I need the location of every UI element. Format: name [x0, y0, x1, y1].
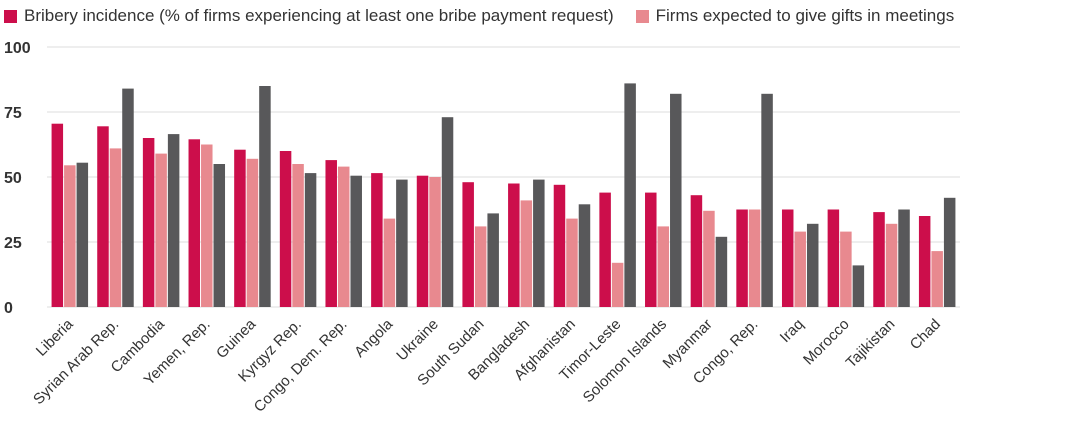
y-tick-label: 50: [4, 170, 22, 187]
bar-bribery: [645, 192, 657, 307]
bar-bribery: [508, 183, 520, 307]
bar-third: [806, 223, 819, 307]
y-tick-label: 75: [4, 105, 22, 122]
bar-third: [533, 179, 545, 307]
bar-third: [122, 88, 134, 307]
bar-third: [487, 213, 499, 307]
bar-third: [852, 265, 865, 307]
bar-bribery: [188, 139, 201, 307]
bar-bribery: [873, 212, 885, 307]
legend-swatch-gifts: [635, 9, 649, 23]
bar-gifts: [337, 166, 350, 307]
bar-third: [624, 83, 636, 308]
bar-bribery: [462, 182, 474, 307]
bar-gifts: [794, 231, 806, 307]
bar-bribery: [325, 160, 337, 307]
x-tick-label: Solomon Islands: [580, 316, 670, 406]
bar-third: [761, 93, 773, 307]
bar-bribery: [918, 216, 931, 307]
bar-third: [670, 93, 682, 307]
x-tick-label: Angola: [351, 315, 397, 361]
bar-gifts: [383, 218, 396, 307]
bar-bribery: [234, 149, 246, 307]
bar-third: [898, 209, 910, 307]
bar-third: [304, 173, 317, 307]
bar-bribery: [142, 138, 155, 307]
bar-third: [76, 162, 89, 307]
bar-bribery: [416, 175, 429, 307]
bar-third: [350, 175, 362, 307]
bar-bribery: [599, 192, 611, 307]
legend-label-bribery: Bribery incidence (% of firms experienci…: [24, 6, 614, 25]
bar-gifts: [292, 164, 304, 307]
y-tick-label: 100: [4, 40, 31, 57]
bar-gifts: [840, 231, 852, 307]
y-axis-ticks: 0 25 50 75 100: [4, 40, 31, 317]
bar-bribery: [553, 184, 566, 307]
bar-gifts: [748, 209, 761, 307]
bar-gifts: [155, 153, 167, 307]
y-tick-label: 0: [4, 300, 13, 317]
bar-bribery: [690, 195, 703, 307]
bars: [51, 83, 956, 308]
bar-gifts: [474, 226, 487, 307]
bar-gifts: [931, 251, 943, 307]
y-tick-label: 25: [4, 235, 22, 252]
gridlines: [47, 46, 960, 308]
bar-third: [441, 117, 454, 307]
bar-bribery: [736, 209, 748, 307]
bar-third: [396, 179, 408, 307]
bar-gifts: [64, 165, 76, 307]
x-tick-label: Iraq: [777, 316, 807, 346]
x-tick-label: Tajikistan: [843, 316, 899, 372]
bar-gifts: [109, 148, 122, 307]
bar-gifts: [566, 218, 578, 307]
bar-third: [578, 204, 591, 307]
bar-gifts: [611, 262, 624, 307]
bar-gifts: [520, 200, 533, 307]
bar-gifts: [429, 177, 441, 307]
bar-bribery: [781, 209, 794, 307]
bar-gifts: [246, 158, 259, 307]
bar-bribery: [51, 123, 64, 307]
bar-third: [213, 164, 226, 307]
bar-third: [259, 86, 271, 307]
chart-legend: Bribery incidence (% of firms experienci…: [4, 4, 954, 28]
bar-bribery: [279, 151, 292, 307]
bar-bribery: [371, 173, 383, 307]
bar-third: [167, 134, 180, 307]
legend-item-gifts[interactable]: Firms expected to give gifts in meetings: [635, 6, 955, 26]
bar-gifts: [657, 226, 670, 307]
bar-bribery: [97, 126, 109, 307]
x-tick-label: Liberia: [33, 315, 77, 359]
bar-third: [943, 197, 956, 307]
bar-gifts: [201, 144, 213, 307]
x-tick-label: Chad: [907, 316, 944, 353]
bar-bribery: [827, 209, 840, 307]
legend-item-bribery[interactable]: Bribery incidence (% of firms experienci…: [4, 6, 614, 26]
bar-gifts: [885, 223, 898, 307]
bar-gifts: [703, 210, 715, 307]
legend-swatch-bribery: [4, 9, 17, 23]
bar-third: [715, 236, 728, 307]
legend-label-gifts: Firms expected to give gifts in meetings: [655, 6, 955, 25]
